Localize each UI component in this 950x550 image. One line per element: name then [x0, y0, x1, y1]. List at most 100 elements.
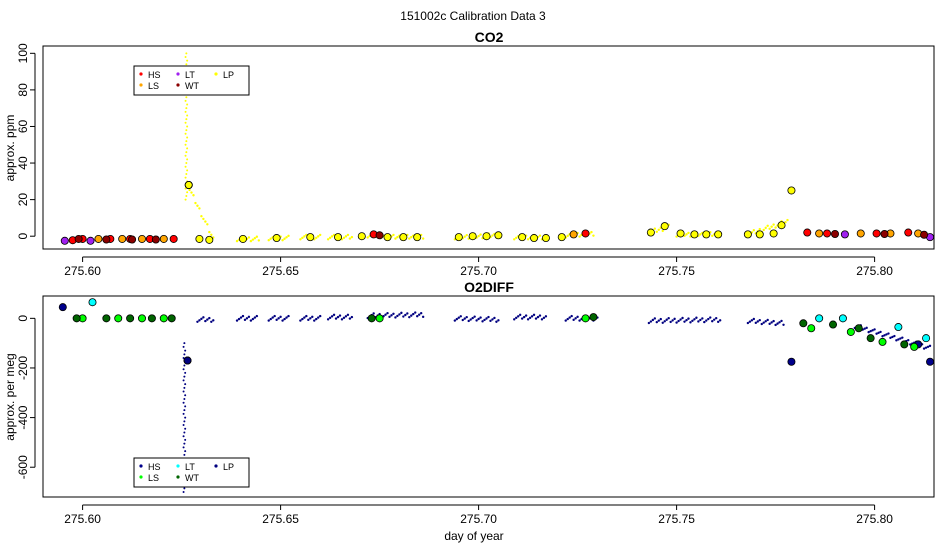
o2diff-raw-point — [536, 315, 540, 319]
co2-raw-point — [326, 238, 330, 241]
co2-raw-point — [410, 235, 413, 239]
co2-raw-point — [315, 236, 318, 240]
co2-point-lp — [238, 234, 247, 243]
co2-y-tick-label: 40 — [16, 156, 30, 170]
o2diff-raw-point — [691, 319, 694, 323]
o2diff-raw-point — [471, 316, 474, 320]
o2diff-legend-label-wt: WT — [185, 473, 199, 483]
o2diff-raw-point — [275, 318, 278, 322]
co2-spike-point — [184, 99, 187, 102]
o2diff-raw-point — [267, 319, 270, 322]
o2diff-raw-point — [764, 320, 767, 323]
co2-legend-marker-hs — [139, 72, 143, 76]
co2-spike-point — [186, 125, 189, 128]
co2-point-lp — [690, 230, 699, 239]
o2diff-point-ls — [910, 342, 919, 351]
co2-raw-point — [330, 235, 334, 238]
co2-raw-point — [711, 234, 714, 238]
o2diff-raw-point — [414, 311, 417, 314]
o2diff-raw-point — [459, 315, 462, 318]
co2-point-ls — [137, 234, 146, 243]
co2-raw-point — [255, 235, 259, 238]
o2diff-raw-point — [237, 317, 241, 321]
o2diff-raw-point — [750, 319, 754, 322]
o2diff-raw-point — [873, 328, 876, 331]
co2-spike-point — [185, 118, 188, 121]
o2diff-raw-point — [922, 347, 926, 350]
co2-x-axis: 275.60 275.65 275.70 275.75 275.80 — [64, 256, 893, 278]
co2-raw-point — [699, 233, 702, 236]
co2-y-tick-label: 100 — [16, 43, 30, 63]
o2diff-raw-point — [754, 321, 757, 325]
o2diff-raw-point — [271, 316, 274, 319]
co2-spike-point — [185, 107, 188, 110]
co2-raw-point — [396, 235, 399, 239]
o2diff-legend-label-hs: HS — [148, 462, 161, 472]
o2diff-raw-point — [309, 317, 312, 320]
co2-raw-data — [184, 52, 789, 243]
co2-raw-point — [202, 217, 205, 221]
o2diff-raw-point — [326, 318, 330, 321]
o2diff-raw-point — [398, 313, 401, 316]
o2diff-raw-point — [568, 316, 571, 319]
o2diff-raw-point — [570, 314, 573, 318]
co2-raw-point — [477, 234, 480, 238]
o2diff-raw-point — [681, 316, 684, 320]
o2diff-spike-point — [184, 405, 187, 408]
o2diff-raw-point — [901, 336, 904, 339]
co2-raw-point — [515, 236, 518, 240]
co2-point-lp — [755, 230, 764, 239]
co2-raw-point — [465, 233, 468, 237]
o2diff-spike-point — [183, 442, 186, 445]
o2diff-x-tick-label: 275.65 — [262, 512, 299, 526]
o2diff-raw-point — [695, 316, 698, 319]
o2diff-spike-point — [184, 383, 187, 386]
o2diff-x-tick-label: 275.60 — [64, 512, 101, 526]
co2-raw-point — [190, 191, 193, 194]
o2diff-raw-point — [313, 319, 316, 322]
co2-raw-point — [655, 230, 658, 234]
co2-spike-point — [186, 103, 189, 106]
o2diff-point-hs — [58, 303, 67, 312]
co2-y-axis-label: approx. ppm — [3, 115, 17, 182]
co2-raw-point — [463, 235, 466, 238]
co2-point-lp — [494, 231, 503, 240]
co2-point-ls — [118, 234, 127, 243]
o2diff-spike-point — [183, 431, 186, 434]
o2diff-raw-point — [647, 321, 651, 325]
o2diff-raw-point — [467, 319, 470, 323]
co2-raw-point — [421, 237, 425, 240]
co2-raw-point — [408, 237, 411, 240]
co2-raw-point — [491, 234, 494, 237]
co2-raw-point — [348, 237, 352, 240]
o2diff-raw-data — [182, 311, 932, 494]
co2-spike-point — [186, 169, 189, 172]
o2diff-spike-point — [183, 342, 186, 345]
co2-raw-point — [204, 220, 207, 223]
co2-point-ls — [159, 234, 168, 243]
o2diff-raw-point — [538, 314, 542, 317]
o2diff-raw-point — [245, 317, 249, 320]
co2-point-lp — [399, 233, 408, 242]
co2-raw-point — [768, 227, 771, 230]
co2-raw-point — [786, 218, 789, 222]
o2diff-raw-point — [392, 312, 395, 315]
o2diff-raw-point — [285, 316, 288, 319]
o2diff-raw-point — [881, 335, 884, 338]
co2-raw-point — [346, 233, 350, 237]
co2-raw-point — [392, 233, 395, 237]
o2diff-spike-point — [184, 394, 187, 397]
co2-point-hs — [169, 234, 178, 243]
co2-raw-point — [764, 226, 767, 230]
co2-raw-point — [253, 237, 257, 240]
o2diff-raw-point — [515, 316, 518, 320]
o2diff-raw-point — [307, 318, 310, 322]
co2-raw-point — [653, 227, 657, 230]
co2-point-wt — [74, 234, 83, 243]
o2diff-raw-point — [879, 330, 882, 334]
o2diff-raw-point — [253, 316, 257, 319]
o2diff-raw-point — [402, 315, 405, 318]
o2diff-raw-point — [283, 317, 286, 321]
o2diff-point-lt — [922, 334, 931, 343]
